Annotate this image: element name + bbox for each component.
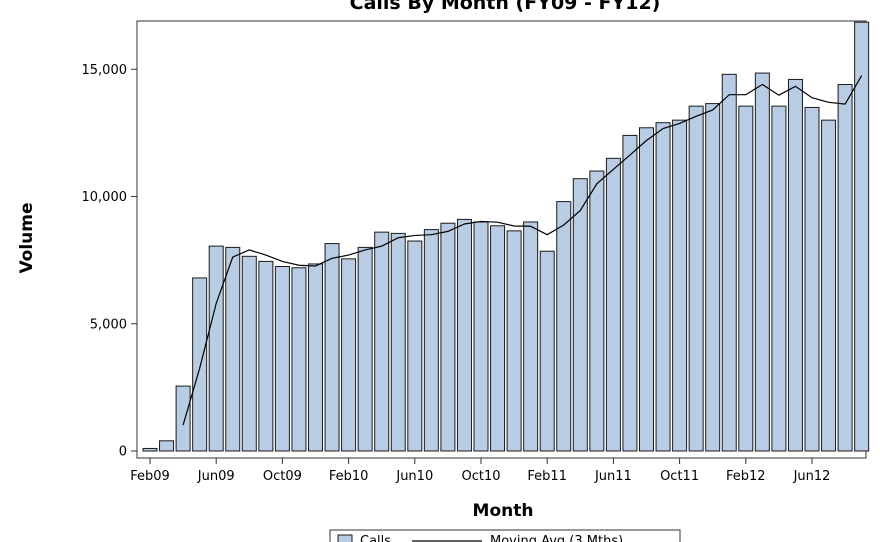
- x-tick-label: Oct11: [660, 469, 699, 484]
- bar-Mar09: [159, 440, 175, 452]
- bar-Sep12: [854, 21, 870, 452]
- bar-Apr09: [175, 385, 191, 452]
- bar-Oct09: [274, 265, 290, 452]
- x-axis: Feb09 Jun09 Oct09 Feb10 Jun10 Oct10 Feb11 Jun11…: [130, 458, 830, 484]
- bar-Jun09: [208, 245, 224, 452]
- bar-Jul12: [821, 119, 837, 452]
- bar-May12: [787, 78, 803, 452]
- bar-Apr11: [572, 178, 588, 452]
- chart-title: Calls By Month (FY09 - FY12): [350, 0, 661, 14]
- bar-Mar10: [357, 246, 373, 452]
- bar-group: [142, 21, 870, 452]
- bar-Jun10: [407, 240, 423, 452]
- bar-Oct11: [672, 119, 688, 452]
- y-tick-label: 0: [119, 445, 127, 460]
- bar-Oct10: [473, 221, 489, 452]
- bar-Jul10: [423, 229, 439, 452]
- legend-label-moving-avg: Moving Avg (3 Mths): [490, 534, 623, 542]
- x-tick-label: Feb09: [130, 469, 170, 484]
- bar-Apr12: [771, 105, 787, 452]
- x-tick-label: Feb11: [527, 469, 567, 484]
- bar-Aug11: [639, 127, 654, 452]
- x-tick-label: Jun09: [197, 469, 235, 484]
- bar-Nov11: [688, 105, 704, 452]
- bar-May09: [192, 277, 208, 452]
- bar-Nov09: [291, 267, 307, 452]
- y-axis-title: Volume: [17, 202, 37, 273]
- moving-avg-line-group: [182, 75, 863, 426]
- bar-Jun12: [804, 106, 820, 452]
- moving-avg-line: [182, 75, 863, 426]
- bar-Sep09: [258, 260, 274, 452]
- legend-box: [329, 529, 681, 542]
- bar-Jan10: [324, 243, 340, 452]
- bar-Jul11: [622, 134, 638, 452]
- x-tick-label: Oct09: [263, 469, 302, 484]
- bar-Feb11: [539, 250, 555, 452]
- x-tick-label: Jun10: [395, 469, 433, 484]
- bar-Aug10: [440, 222, 456, 452]
- y-tick-label: 10,000: [82, 190, 128, 205]
- bar-Dec10: [506, 230, 522, 452]
- bar-Dec11: [705, 103, 721, 452]
- bar-Mar12: [754, 72, 770, 452]
- bar-Feb10: [341, 258, 357, 452]
- x-tick-label: Jun12: [793, 469, 831, 484]
- x-tick-label: Feb12: [726, 469, 766, 484]
- x-axis-title: Month: [473, 501, 534, 521]
- x-tick-label: Oct10: [461, 469, 500, 484]
- legend-swatch-calls: [337, 534, 353, 542]
- bar-Feb12: [738, 105, 754, 452]
- legend: Calls Moving Avg (3 Mths): [329, 529, 681, 542]
- bar-Sep10: [456, 218, 472, 452]
- y-tick-label: 15,000: [82, 63, 128, 78]
- bar-May11: [589, 170, 605, 452]
- legend-label-calls: Calls: [360, 534, 391, 542]
- bar-Jan11: [523, 221, 539, 452]
- bar-Mar11: [556, 201, 572, 452]
- bar-Aug09: [241, 255, 257, 452]
- bar-Dec09: [308, 263, 323, 452]
- bar-May10: [390, 232, 406, 452]
- y-axis: 0 5,000 10,000 15,000: [82, 63, 137, 460]
- x-tick-label: Jun11: [594, 469, 632, 484]
- bar-Jul09: [225, 246, 241, 452]
- x-tick-label: Feb10: [329, 469, 369, 484]
- bar-Jan12: [721, 73, 737, 452]
- y-tick-label: 5,000: [90, 317, 127, 332]
- bar-Feb09: [142, 447, 158, 452]
- bar-Nov10: [490, 225, 506, 452]
- bar-Jun11: [605, 157, 621, 452]
- bar-Sep11: [655, 122, 671, 452]
- bar-Aug12: [837, 84, 853, 452]
- bar-Apr10: [374, 231, 390, 452]
